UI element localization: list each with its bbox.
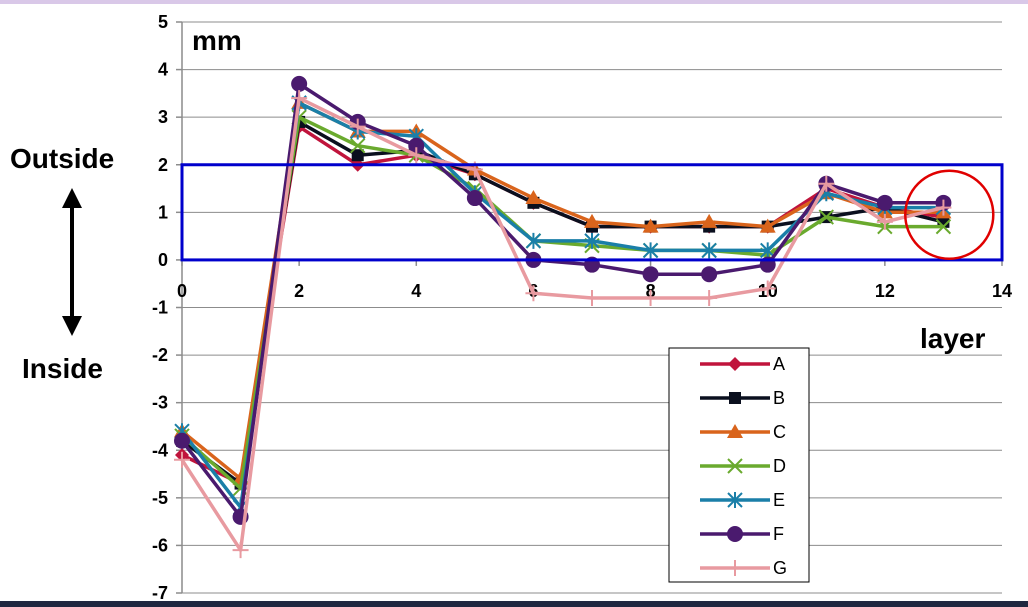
inside-label: Inside xyxy=(22,353,103,384)
bottom-decoration-strip xyxy=(0,601,1028,607)
series-G xyxy=(174,90,952,559)
direction-arrow-icon xyxy=(62,188,82,336)
data-point xyxy=(876,213,893,230)
data-point xyxy=(727,492,743,508)
data-point xyxy=(759,218,776,233)
legend-entry: A xyxy=(700,354,785,374)
legend-label: E xyxy=(773,490,785,510)
legend-entry: D xyxy=(700,456,786,476)
x-unit-label: layer xyxy=(920,323,985,354)
top-decoration-strip xyxy=(0,0,1028,4)
data-point xyxy=(642,266,659,283)
data-point xyxy=(350,138,366,154)
y-tick-label: -3 xyxy=(152,393,168,413)
x-tick-label: 0 xyxy=(177,281,187,301)
data-point xyxy=(876,194,893,211)
outside-label: Outside xyxy=(10,143,114,174)
y-tick-label: -6 xyxy=(152,535,168,555)
x-tick-label: 2 xyxy=(294,281,304,301)
data-point xyxy=(727,458,743,474)
legend-entry: B xyxy=(700,388,785,408)
data-point xyxy=(701,289,718,306)
y-tick-label: 0 xyxy=(158,250,168,270)
data-point xyxy=(935,218,952,235)
legend-entry: F xyxy=(700,524,784,544)
y-tick-label: -4 xyxy=(152,440,168,460)
data-point xyxy=(525,232,542,249)
data-point xyxy=(642,289,659,306)
series-line xyxy=(180,82,944,519)
legend-entry: C xyxy=(700,422,786,442)
x-tick-label: 12 xyxy=(875,281,895,301)
y-tick-label: -7 xyxy=(152,583,168,601)
y-tick-label: -1 xyxy=(152,298,168,318)
highlight-band xyxy=(180,163,1004,262)
data-point xyxy=(291,75,308,92)
legend-label: F xyxy=(773,524,784,544)
legend-label: G xyxy=(773,558,787,578)
y-tick-label: 4 xyxy=(158,60,168,80)
legend-entry: G xyxy=(700,558,787,578)
data-point xyxy=(818,209,834,225)
data-point xyxy=(291,90,308,107)
series-line xyxy=(180,96,944,552)
data-point xyxy=(584,289,600,306)
legend-label: C xyxy=(773,422,786,442)
y-tick-label: 1 xyxy=(158,202,168,222)
data-point xyxy=(642,218,659,233)
data-point xyxy=(728,357,742,371)
y-tick-label: -2 xyxy=(152,345,168,365)
series-line xyxy=(180,120,944,486)
data-point xyxy=(232,542,249,559)
y-tick-label: -5 xyxy=(152,488,168,508)
series-layer xyxy=(174,75,952,559)
data-point xyxy=(759,280,776,297)
data-point xyxy=(174,451,190,468)
data-point xyxy=(727,424,743,438)
annotations xyxy=(180,163,1004,262)
data-point xyxy=(818,175,835,192)
legend-entry: E xyxy=(700,490,785,510)
y-tick-label: 2 xyxy=(158,155,168,175)
data-point xyxy=(701,213,718,228)
data-point xyxy=(584,232,600,249)
legend-label: B xyxy=(773,388,785,408)
data-point xyxy=(727,560,743,576)
data-point xyxy=(408,147,425,164)
data-point xyxy=(408,137,425,154)
legend-label: D xyxy=(773,456,786,476)
data-point xyxy=(174,432,190,449)
data-point xyxy=(351,149,364,162)
data-point xyxy=(760,242,776,259)
data-point xyxy=(727,526,743,542)
x-tick-label: 14 xyxy=(992,281,1012,301)
x-tick-label: 4 xyxy=(411,281,421,301)
data-point xyxy=(349,118,366,135)
data-point xyxy=(701,242,717,259)
data-point xyxy=(642,242,659,259)
data-point xyxy=(729,392,741,404)
data-point xyxy=(701,266,718,283)
data-point xyxy=(525,190,542,205)
data-point xyxy=(466,190,483,207)
y-unit-label: mm xyxy=(192,25,242,56)
y-tick-label: 3 xyxy=(158,107,168,127)
y-tick-label: 5 xyxy=(158,12,168,32)
series-F xyxy=(174,75,952,525)
data-point xyxy=(525,285,542,302)
series-line xyxy=(180,115,944,491)
highlight-circle xyxy=(904,169,995,260)
data-point xyxy=(584,213,600,228)
data-point xyxy=(935,199,952,216)
legend-label: A xyxy=(773,354,785,374)
